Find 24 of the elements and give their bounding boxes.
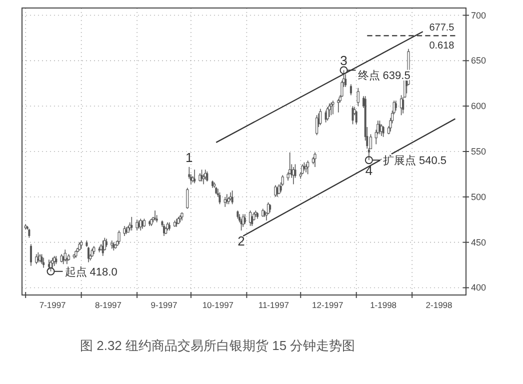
x-tick-label: 10-1997	[202, 300, 234, 310]
x-tick-label: 12-1997	[312, 300, 344, 310]
annotation: 3	[340, 53, 348, 68]
x-tick-label: 9-1997	[150, 300, 178, 310]
y-tick-label: 550	[471, 146, 486, 156]
text: 图 2.32 纽约商品交易所白银期货 15 分钟走势图	[80, 338, 356, 353]
x-tick-label: 1-1998	[370, 300, 397, 310]
y-tick-label: 400	[471, 282, 486, 293]
y-tick-label: 650	[471, 56, 486, 66]
y-tick-label: 600	[471, 101, 486, 112]
x-tick-label: 2-1998	[426, 300, 453, 310]
annotation: 0.618	[429, 40, 455, 52]
y-tick-label: 450	[471, 237, 486, 248]
annotation: 起点 418.0	[64, 265, 118, 278]
annotation: 4	[365, 163, 373, 178]
annotation: 677.5	[429, 22, 455, 34]
x-tick-label: 7-1997	[39, 300, 66, 310]
annotation: 扩展点 540.5	[382, 154, 447, 168]
x-tick-label: 8-1997	[95, 300, 122, 310]
y-tick-label: 500	[471, 192, 486, 202]
annotation: 2	[238, 234, 245, 249]
y-tick-label: 700	[471, 10, 486, 20]
x-tick-label: 11-1997	[258, 300, 290, 310]
annotation: 1	[186, 150, 193, 165]
